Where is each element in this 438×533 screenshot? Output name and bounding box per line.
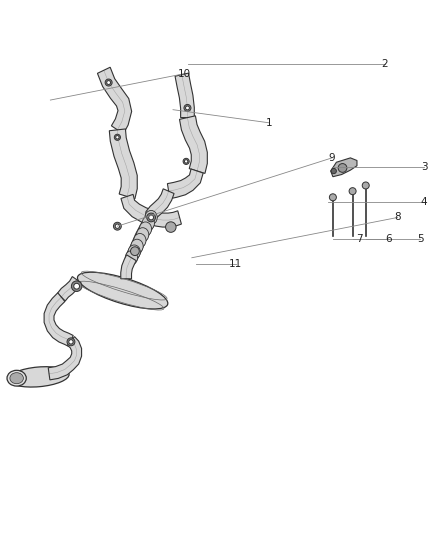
- Text: 2: 2: [381, 59, 388, 69]
- Circle shape: [338, 164, 347, 172]
- Ellipse shape: [8, 367, 69, 387]
- Circle shape: [69, 340, 73, 344]
- Text: 8: 8: [394, 213, 401, 222]
- Polygon shape: [167, 169, 203, 199]
- Ellipse shape: [134, 233, 146, 247]
- Circle shape: [184, 160, 188, 163]
- Circle shape: [114, 134, 120, 140]
- Ellipse shape: [131, 239, 143, 253]
- Polygon shape: [126, 214, 156, 261]
- Polygon shape: [180, 116, 207, 173]
- Polygon shape: [110, 129, 137, 199]
- Polygon shape: [97, 67, 132, 134]
- Ellipse shape: [128, 245, 140, 259]
- Polygon shape: [121, 195, 153, 225]
- Circle shape: [166, 222, 176, 232]
- Circle shape: [186, 106, 189, 110]
- Circle shape: [107, 80, 110, 84]
- Text: 11: 11: [229, 260, 242, 269]
- Ellipse shape: [78, 272, 168, 309]
- Circle shape: [148, 215, 153, 220]
- Circle shape: [116, 135, 119, 139]
- Circle shape: [349, 188, 356, 195]
- Text: 1: 1: [266, 118, 273, 128]
- Circle shape: [115, 224, 120, 228]
- Circle shape: [147, 213, 155, 222]
- Circle shape: [331, 168, 336, 174]
- Text: 5: 5: [417, 235, 424, 244]
- Polygon shape: [145, 189, 174, 218]
- Ellipse shape: [142, 216, 155, 230]
- Circle shape: [67, 338, 75, 346]
- Text: 10: 10: [177, 69, 191, 79]
- Circle shape: [74, 284, 80, 289]
- Polygon shape: [44, 293, 73, 346]
- Ellipse shape: [145, 211, 157, 224]
- Ellipse shape: [10, 373, 23, 384]
- Circle shape: [183, 158, 189, 165]
- Circle shape: [329, 194, 336, 201]
- Polygon shape: [57, 277, 81, 301]
- Ellipse shape: [137, 228, 149, 242]
- Circle shape: [184, 104, 191, 111]
- Polygon shape: [149, 211, 181, 227]
- Text: 9: 9: [328, 153, 336, 163]
- Polygon shape: [175, 73, 194, 118]
- Text: 4: 4: [420, 197, 427, 207]
- Circle shape: [362, 182, 369, 189]
- Circle shape: [113, 222, 121, 230]
- Circle shape: [131, 247, 139, 255]
- Circle shape: [71, 281, 82, 292]
- Ellipse shape: [125, 251, 138, 265]
- Text: 6: 6: [385, 235, 392, 244]
- Polygon shape: [331, 158, 357, 177]
- Polygon shape: [121, 255, 136, 279]
- Circle shape: [105, 79, 112, 86]
- Ellipse shape: [139, 222, 152, 236]
- Ellipse shape: [7, 370, 26, 386]
- Text: 7: 7: [356, 235, 363, 244]
- Text: 3: 3: [420, 161, 427, 172]
- Polygon shape: [48, 337, 81, 380]
